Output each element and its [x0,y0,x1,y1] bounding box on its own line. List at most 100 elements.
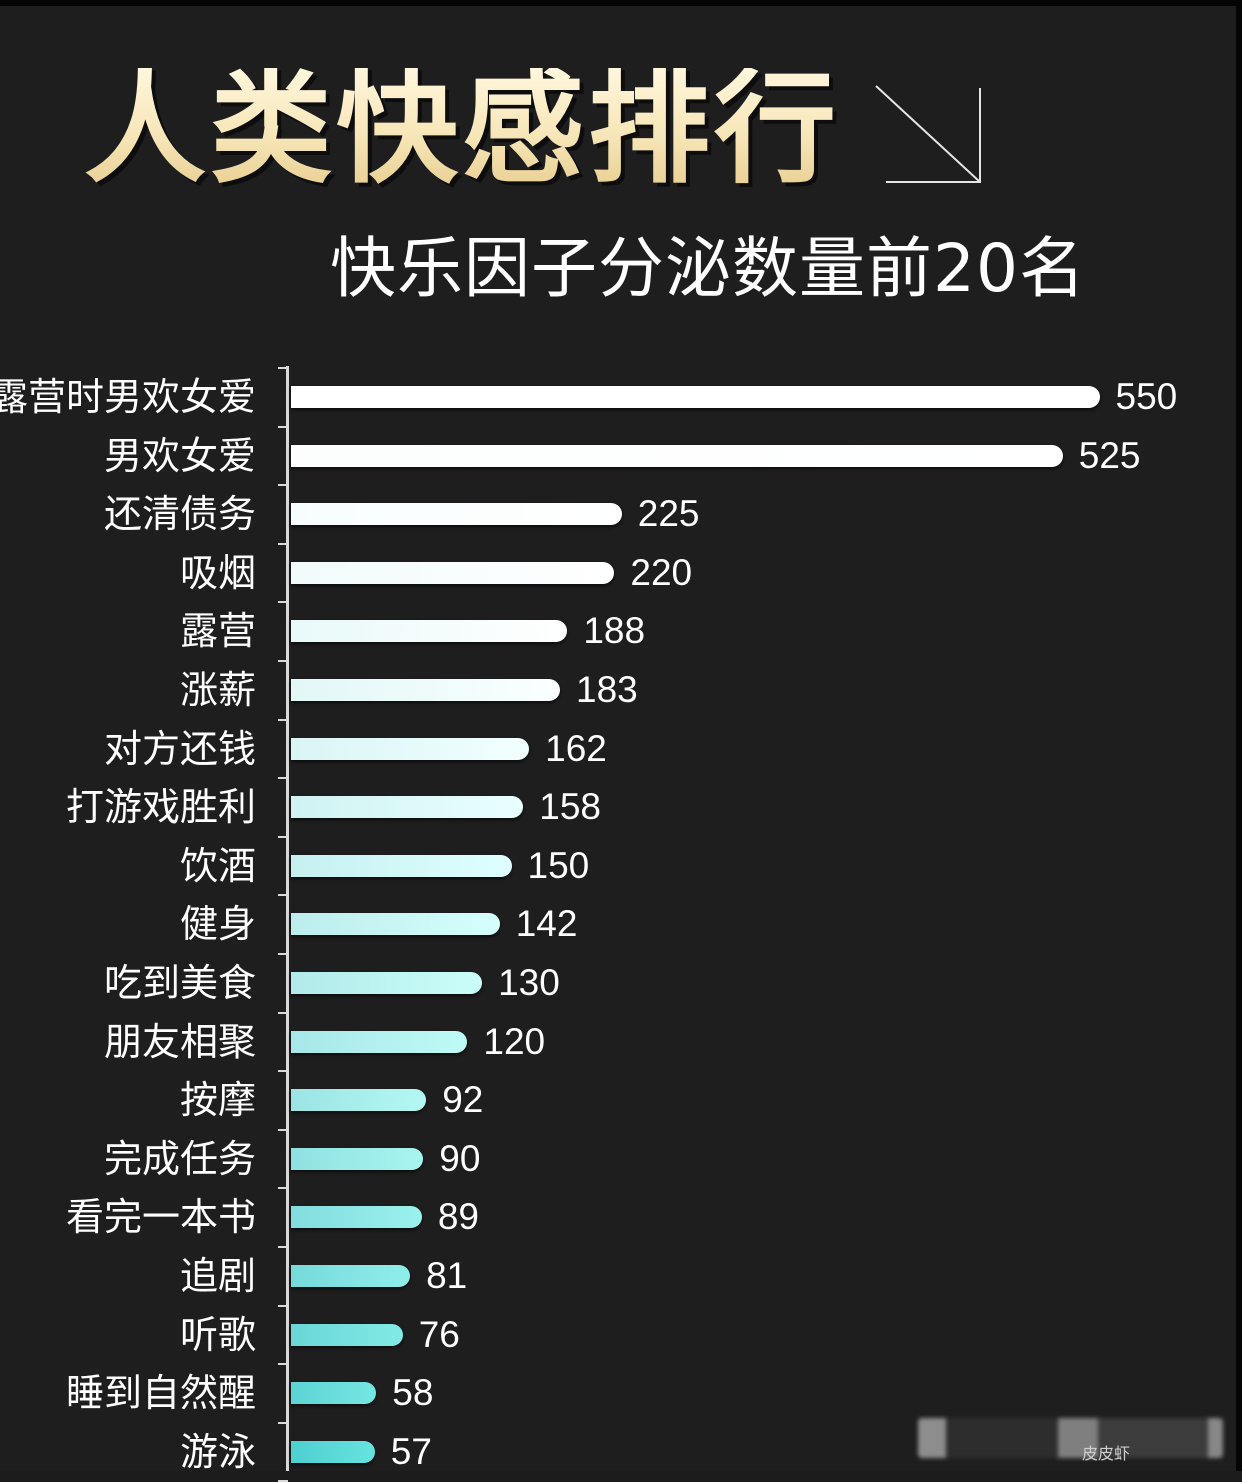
value-label: 162 [545,727,607,769]
bar [291,1089,427,1112]
bar-row: 按摩 92 [0,1071,1236,1129]
value-label: 76 [418,1313,460,1355]
bar-row: 看完一本书 89 [0,1188,1236,1246]
value-label: 158 [539,786,601,828]
bar-row: 朋友相聚 120 [0,1013,1236,1071]
category-label: 涨薪 [179,668,256,712]
bar-row: 露营时男欢女爱 550 [0,368,1236,426]
axis-tick [278,1128,288,1131]
category-label: 对方还钱 [103,726,256,771]
bar [291,503,622,526]
category-label: 听歌 [179,1312,256,1357]
bar-row: 吸烟 220 [0,544,1236,602]
bar-row: 露营 188 [0,602,1236,660]
right-border [1236,0,1242,1471]
value-label: 550 [1115,376,1178,417]
value-label: 525 [1078,434,1141,476]
bar [291,620,568,643]
value-label: 58 [392,1372,434,1414]
bar [291,1440,375,1463]
category-label: 游泳 [179,1429,256,1474]
axis-tick [278,601,288,604]
arrow-down-right-icon [875,85,981,183]
category-label: 露营 [179,609,256,654]
category-label: 完成任务 [103,1136,256,1181]
category-label: 追剧 [179,1254,256,1298]
watermark-label: 皮皮虾 [1082,1444,1131,1463]
axis-tick [278,1011,288,1014]
axis-tick [278,1246,288,1248]
value-label: 120 [483,1020,546,1062]
bar [291,561,615,584]
bar-row: 听歌 76 [0,1306,1236,1364]
category-label: 打游戏胜利 [65,785,256,830]
bar [291,386,1100,408]
bar-row: 对方还钱 162 [0,720,1236,778]
bar [291,913,500,936]
blurred-watermark [918,1418,1223,1458]
axis-tick [278,777,288,780]
value-label: 81 [426,1255,468,1296]
value-label: 220 [630,551,693,593]
chart-title-shadow: 人类快感排行 [88,72,844,194]
y-axis-line [286,366,289,1471]
axis-tick [278,894,288,897]
value-label: 142 [515,903,578,945]
axis-tick [278,1363,288,1366]
axis-tick [278,835,288,838]
bar [291,1265,411,1287]
bar-row: 健身 142 [0,895,1236,953]
bar [291,444,1063,467]
axis-tick [278,1421,288,1424]
axis-tick [278,718,288,721]
value-label: 130 [498,962,560,1003]
bar [291,1206,422,1229]
category-label: 吸烟 [179,550,256,595]
category-label: 健身 [179,902,256,947]
bar [291,1323,403,1346]
value-label: 225 [637,493,700,535]
chart-title: 人类快感排行 [84,58,840,200]
category-label: 男欢女爱 [103,433,256,478]
bar [291,737,530,760]
bar-row: 男欢女爱 525 [0,427,1236,485]
axis-tick [278,484,288,487]
bar [291,854,512,877]
value-label: 90 [439,1137,481,1179]
bar-row: 睡到自然醒 58 [0,1364,1236,1422]
value-label: 183 [576,669,638,710]
category-label: 睡到自然醒 [65,1371,256,1416]
value-label: 188 [583,610,646,652]
category-label: 按摩 [179,1078,256,1123]
bar-row: 涨薪 183 [0,661,1236,719]
axis-tick [278,542,288,545]
category-label: 吃到美食 [103,961,256,1005]
chart-subtitle: 快乐因子分泌数量前20名 [330,230,1086,307]
bar [291,796,524,819]
category-label: 看完一本书 [65,1195,256,1240]
bar-row: 还清债务 225 [0,485,1236,543]
value-label: 89 [437,1196,479,1238]
bar [291,1030,468,1053]
axis-tick [278,1070,288,1073]
category-label: 饮酒 [179,843,256,888]
category-label: 露营时男欢女爱 [0,375,256,419]
bar [291,972,483,994]
bar-row: 完成任务 90 [0,1130,1236,1188]
bar [291,1147,424,1170]
axis-tick [278,367,288,369]
axis-tick [278,660,288,662]
axis-tick [278,1187,288,1190]
value-label: 57 [390,1430,432,1472]
bar-row: 吃到美食 130 [0,954,1236,1012]
bar-row: 游泳 57 [0,1423,1236,1481]
value-label: 92 [442,1079,484,1121]
category-label: 还清债务 [103,492,256,537]
axis-tick [278,1304,288,1307]
category-label: 朋友相聚 [103,1019,256,1064]
axis-tick [278,953,288,955]
bar [291,1382,377,1405]
axis-tick [278,425,288,428]
bar [291,679,560,701]
